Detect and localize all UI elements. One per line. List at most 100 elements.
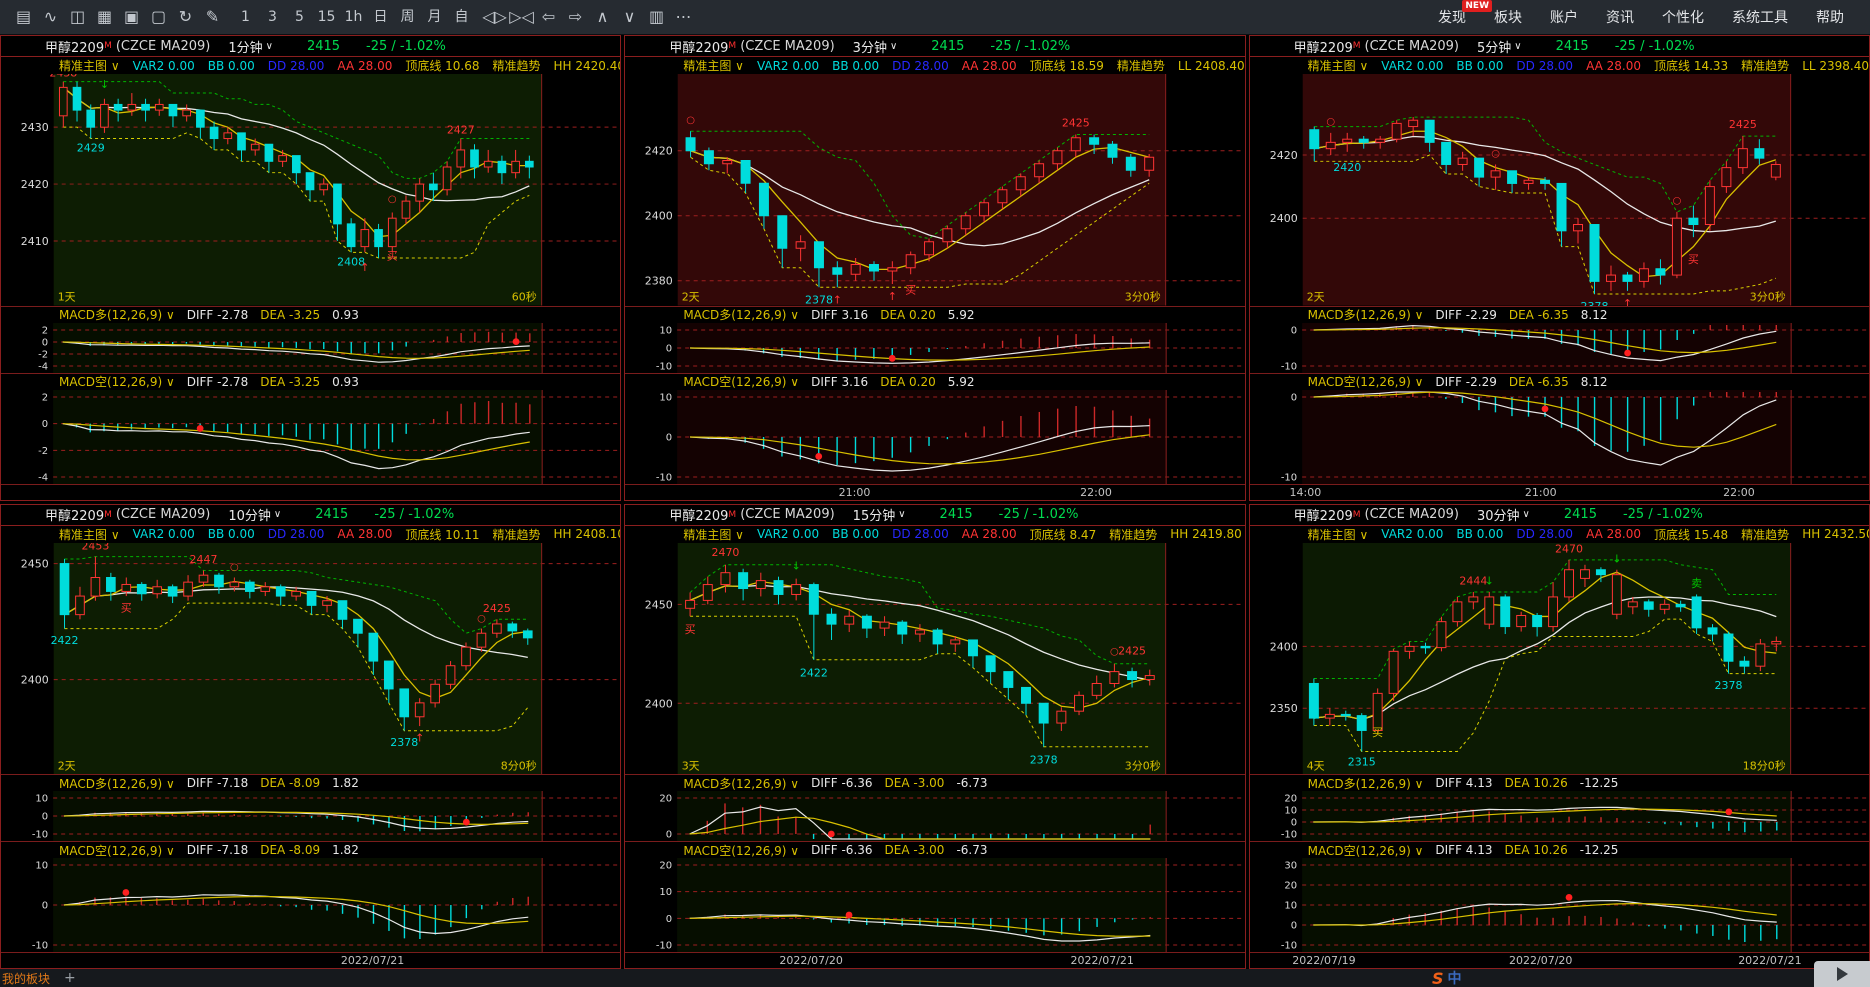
macd-short-bar-selector[interactable]: MACD空(12,26,9) ∨	[59, 375, 175, 389]
period-button-15[interactable]: 15	[317, 9, 336, 25]
timeframe-selector[interactable]: 3分钟	[852, 40, 887, 56]
panel-header: 甲醇2209 M (CZCE MA209) 1分钟 ∨ 2415 -25 / -1.02%	[1, 36, 621, 57]
corner-popup-button[interactable]	[1814, 961, 1870, 987]
menu-帮助[interactable]: 帮助	[1816, 10, 1844, 26]
chart-panel-15分钟: 甲醇2209 M (CZCE MA209) 15分钟 ∨ 2415 -25 / -1.02%…	[624, 503, 1246, 969]
dd-value: DD 28.00	[267, 527, 325, 541]
macd-long-chart[interactable]: 10 0 -10	[625, 322, 1245, 373]
main-indicator-selector[interactable]: 精准主图 ∨	[59, 59, 120, 73]
trend-label: 精准趋势	[1109, 527, 1158, 542]
macd-long-bar-selector[interactable]: MACD多(12,26,9) ∨	[1307, 308, 1424, 322]
dd-value: DD 28.00	[267, 58, 325, 73]
macd-long-bar-selector[interactable]: MACD多(12,26,9) ∨	[683, 776, 800, 791]
refresh-icon[interactable]: ↻	[178, 7, 193, 26]
zoom-out-icon[interactable]: ◁▷	[482, 7, 507, 26]
candlestick-chart[interactable]: 2450 2400 买 2470 ↓ 2422 2378 ○ 2425 3天 3分0秒	[625, 542, 1244, 775]
indicator-bar: 精准主图 ∨ VAR2 0.00 BB 0.00 DD 28.00 AA 28.00 顶底…	[625, 57, 1245, 74]
page-down-icon[interactable]: ∨	[623, 7, 636, 26]
svg-text:买: 买	[121, 601, 132, 614]
period-button-周[interactable]: 周	[400, 9, 415, 25]
main-indicator-selector[interactable]: 精准主图 ∨	[1307, 527, 1369, 542]
macd-long-chart[interactable]: 20 0	[625, 791, 1245, 841]
menu-资讯[interactable]: 资讯	[1606, 10, 1634, 26]
macd-short-bar-selector[interactable]: MACD空(12,26,9) ∨	[1307, 375, 1424, 389]
macd-short-chart[interactable]: 30 20 10 0 -10	[1250, 858, 1869, 952]
my-boards-tab[interactable]: 我的板块	[2, 971, 51, 986]
page-up-icon[interactable]: ∧	[596, 7, 609, 26]
macd-short-chart[interactable]: 20 10 0 -10	[625, 858, 1245, 952]
menu-账户[interactable]: 账户	[1550, 10, 1578, 26]
menu-系统工具[interactable]: 系统工具	[1732, 10, 1788, 26]
macd-long-bar-selector[interactable]: MACD多(12,26,9) ∨	[683, 308, 800, 322]
candlestick-chart[interactable]: 2430 2420 2410 2438 ↓ 2429 2408 ○ 买 ↑ 2427 1天 60秒	[1, 74, 620, 306]
macd-short-chart[interactable]: 10 0 -10	[1, 858, 621, 952]
macd-short-chart[interactable]: 2 0 -2 -4	[1, 389, 621, 484]
time-label: 2022/07/20	[779, 954, 843, 967]
toolbar-nav-group: ◁▷ ▷◁ ⇦ ⇨ ∧ ∨ ▥ ⋯	[481, 0, 697, 34]
macd-long-bar-selector[interactable]: MACD多(12,26,9) ∨	[59, 776, 175, 791]
timeframe-selector[interactable]: 30分钟	[1477, 509, 1520, 524]
line-chart-icon[interactable]: ∿	[43, 7, 58, 26]
menu-个性化[interactable]: 个性化	[1662, 10, 1704, 26]
timeframe-selector[interactable]: 5分钟	[1477, 40, 1512, 56]
macd-long-chart[interactable]: 20-2-4	[1, 322, 621, 373]
quote-list-icon[interactable]: ▤	[15, 7, 32, 26]
macd-long-bar-selector[interactable]: MACD多(12,26,9) ∨	[59, 308, 175, 322]
save-icon[interactable]: ▢	[150, 7, 167, 26]
menu-发现[interactable]: 发现 NEW	[1438, 0, 1492, 27]
month-flag: M	[104, 509, 112, 520]
panel-body: 精准主图 ∨ VAR2 0.00 BB 0.00 DD 28.00 AA 28.00 顶底…	[625, 57, 1245, 500]
draw-tools-icon[interactable]: ▣	[123, 7, 140, 26]
svg-text:买: 买	[1372, 726, 1383, 739]
macd-long-chart[interactable]: 0 -10	[1250, 322, 1869, 373]
period-button-5[interactable]: 5	[295, 9, 304, 25]
svg-text:10: 10	[660, 325, 673, 336]
period-button-3[interactable]: 3	[268, 9, 277, 25]
indicator-edit-icon[interactable]: ✎	[205, 7, 220, 26]
var2-value: VAR2 0.00	[1381, 527, 1444, 541]
multi-chart-icon[interactable]: ▦	[96, 7, 113, 26]
candlestick-icon[interactable]: ◫	[69, 7, 86, 26]
pan-right-icon[interactable]: ⇨	[568, 7, 583, 26]
timeframe-selector[interactable]: 10分钟	[228, 509, 271, 524]
var2-value: VAR2 0.00	[1381, 58, 1444, 73]
period-button-1[interactable]: 1	[241, 9, 250, 25]
macd-short-bar-selector[interactable]: MACD空(12,26,9) ∨	[683, 375, 800, 389]
bb-value: BB 0.00	[207, 527, 255, 541]
main-indicator-selector[interactable]: 精准主图 ∨	[1307, 59, 1369, 73]
last-price: 2415	[931, 38, 965, 54]
zoom-in-icon[interactable]: ▷◁	[509, 7, 534, 26]
macd-short-chart[interactable]: 10 0 -10	[625, 389, 1245, 484]
timeframe-selector[interactable]: 15分钟	[852, 509, 896, 524]
macd-long-chart[interactable]: 10 0 -10	[1, 791, 621, 841]
macd-short-chart[interactable]: 0 -10	[1250, 389, 1869, 484]
macd-long-bar-selector[interactable]: MACD多(12,26,9) ∨	[1307, 776, 1424, 791]
month-flag: M	[1352, 41, 1361, 51]
macd-short-bar: MACD空(12,26,9) ∨ DIFF 3.16 DEA 0.20 5.92	[625, 372, 1245, 390]
period-button-1h[interactable]: 1h	[344, 9, 363, 25]
menu-板块[interactable]: 板块	[1494, 10, 1522, 26]
main-indicator-selector[interactable]: 精准主图 ∨	[59, 527, 120, 542]
main-indicator-selector[interactable]: 精准主图 ∨	[683, 527, 744, 542]
pan-left-icon[interactable]: ⇦	[541, 7, 556, 26]
add-board-button[interactable]: +	[64, 970, 76, 986]
timeframe-selector[interactable]: 1分钟	[228, 40, 263, 56]
period-button-月[interactable]: 月	[427, 9, 442, 25]
layout-icon[interactable]: ▥	[648, 7, 665, 26]
svg-text:-10: -10	[32, 830, 48, 841]
macd-short-bar-selector[interactable]: MACD空(12,26,9) ∨	[683, 843, 800, 858]
main-indicator-selector[interactable]: 精准主图 ∨	[683, 59, 744, 73]
period-button-日[interactable]: 日	[373, 9, 388, 25]
candlestick-chart[interactable]: 2420 2400 ○ 2420 ○ 2378 ↑ ○ 买 2425 2天 3分0秒	[1250, 74, 1869, 306]
macd-short-bar-selector[interactable]: MACD空(12,26,9) ∨	[1307, 843, 1424, 858]
macd-short-bar-selector[interactable]: MACD空(12,26,9) ∨	[59, 843, 175, 858]
svg-text:-10: -10	[1280, 472, 1296, 483]
macd-value: 8.12	[1580, 307, 1608, 322]
time-axis	[1, 483, 621, 500]
more-icon[interactable]: ⋯	[675, 7, 692, 26]
period-button-自[interactable]: 自	[454, 9, 469, 25]
